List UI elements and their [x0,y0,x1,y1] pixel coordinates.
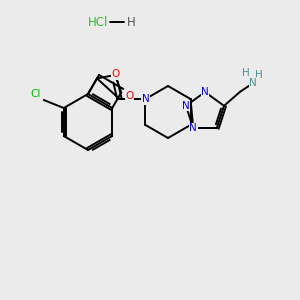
Text: N: N [189,123,197,133]
Text: N: N [249,78,257,88]
Text: O: O [125,92,134,101]
Text: Cl: Cl [31,89,41,99]
Text: N: N [142,94,149,104]
Text: O: O [111,69,120,79]
Text: N: N [201,87,209,97]
Text: H: H [127,16,136,28]
Text: H: H [255,70,263,80]
Text: N: N [182,101,190,111]
Text: H: H [242,68,250,78]
Text: HCl: HCl [88,16,108,28]
